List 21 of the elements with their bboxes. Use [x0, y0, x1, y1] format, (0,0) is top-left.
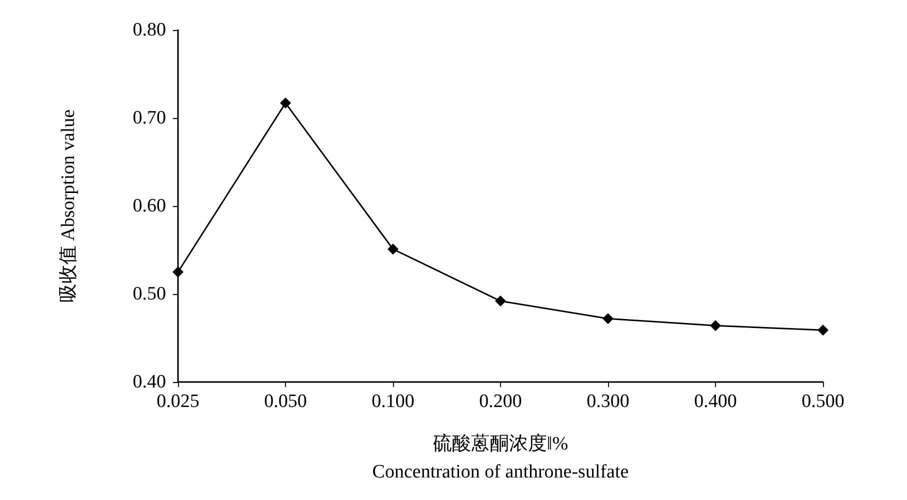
point: [710, 320, 721, 332]
x-axis-title: 硫酸蒽酮浓度‖% Concentration of anthrone-sulfate: [372, 432, 629, 482]
y-tick-label: 0.70: [132, 108, 166, 128]
y-tick-label: 0.80: [132, 20, 166, 40]
x-tick-label: 0.500: [802, 391, 844, 412]
x-tick-label: 0.300: [586, 391, 630, 412]
y-axis-title: 吸收值 Absorption value: [58, 109, 79, 303]
y-tick-label: 0.60: [132, 196, 166, 216]
x-tick-label: 0.400: [694, 391, 737, 412]
point: [172, 266, 184, 278]
x-tick-label: 0.025: [156, 391, 200, 412]
y-tick-label: 0.40: [132, 372, 166, 392]
point: [495, 296, 506, 307]
point: [818, 324, 828, 336]
point: [602, 313, 614, 324]
x-tick-label: 0.050: [264, 391, 307, 412]
x-tick-label: 0.200: [479, 391, 522, 412]
y-tick-label: 0.50: [132, 284, 166, 304]
x-tick-label: 0.100: [372, 391, 414, 412]
point: [388, 244, 398, 255]
point: [280, 98, 291, 109]
